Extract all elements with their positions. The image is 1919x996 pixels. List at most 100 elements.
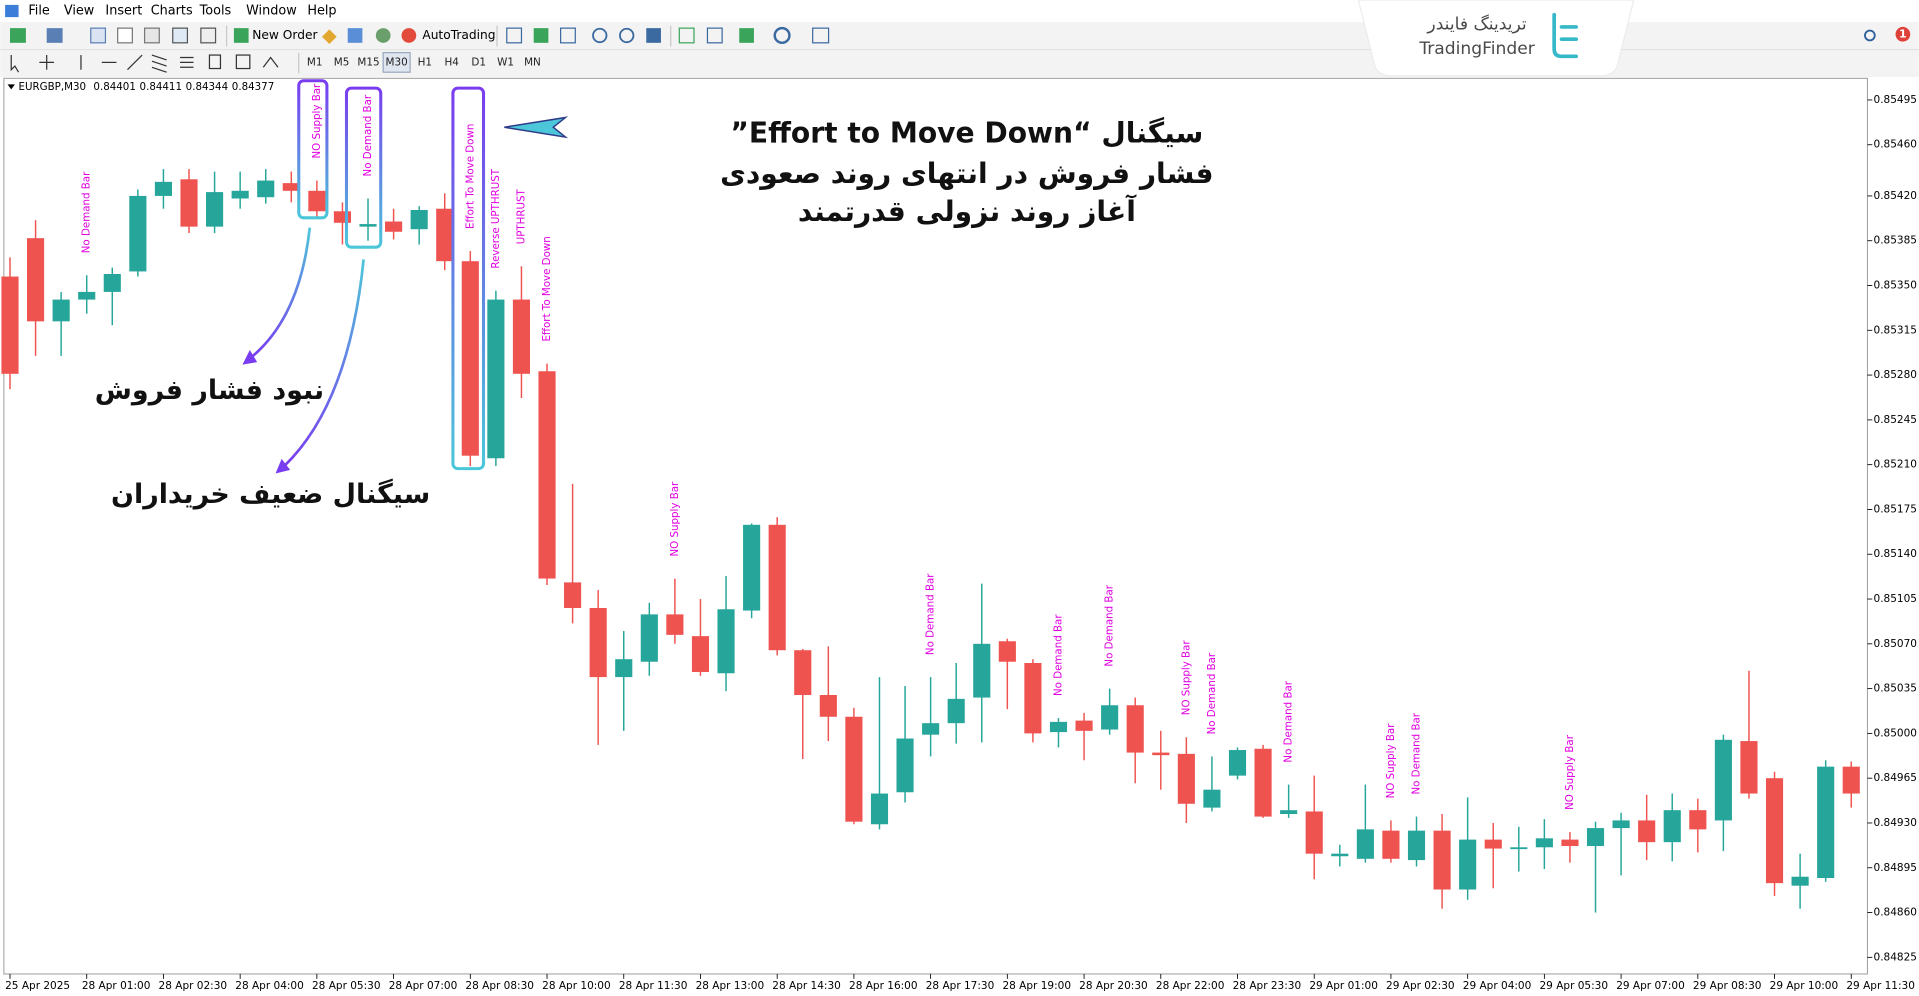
candle-body (1561, 839, 1579, 847)
timeframe-button[interactable]: M5 (334, 56, 350, 68)
x-tick-label: 28 Apr 20:30 (1079, 980, 1148, 992)
highlight-box (297, 79, 329, 220)
candle-body (819, 695, 837, 717)
tool-icon[interactable] (347, 28, 363, 43)
tool-icon[interactable] (90, 27, 107, 44)
curved-arrow (248, 227, 312, 360)
x-tick-label: 28 Apr 17:30 (926, 980, 995, 992)
candle-body (743, 524, 761, 611)
tool-icon[interactable] (646, 28, 661, 43)
candle-body (1177, 753, 1195, 804)
candle-body (308, 190, 326, 212)
signal-label: NO Supply Bar (669, 481, 681, 557)
candle-body (1510, 847, 1528, 850)
tool-icon[interactable] (180, 56, 194, 68)
timeframe-button[interactable]: H4 (444, 56, 459, 68)
menu-item[interactable]: Window (246, 4, 297, 19)
y-tick-label: 0.85140 (1874, 548, 1917, 560)
x-tick-label: 29 Apr 01:00 (1309, 980, 1378, 992)
timeframe-button[interactable]: M15 (357, 56, 379, 68)
candle-body (845, 716, 863, 822)
x-tick-label: 28 Apr 19:00 (1002, 980, 1071, 992)
y-tick-label: 0.85495 (1874, 94, 1917, 106)
tool-icon[interactable] (200, 27, 217, 44)
curved-arrowhead (275, 458, 291, 474)
signal-label: NO Supply Bar (1180, 640, 1192, 716)
tool-icon[interactable] (117, 27, 133, 44)
tool-icon[interactable] (533, 28, 549, 43)
signal-label: Reverse UPTHRUST (490, 168, 502, 268)
tool-icon[interactable] (46, 28, 63, 43)
tool-icon[interactable] (619, 27, 635, 44)
candle-body (257, 180, 275, 198)
tool-icon[interactable] (678, 27, 695, 44)
tool-icon[interactable] (375, 28, 391, 43)
tool-icon[interactable] (739, 28, 754, 43)
tool-icon[interactable] (262, 56, 279, 68)
tool-icon[interactable] (172, 27, 189, 44)
search-icon[interactable] (1864, 29, 1876, 42)
signal-label: NO Supply Bar (1385, 723, 1397, 799)
tool-icon[interactable] (235, 54, 251, 70)
tool-icon[interactable] (127, 54, 143, 71)
candle-body (359, 224, 377, 227)
tool-icon[interactable] (208, 54, 222, 70)
timeframe-button[interactable]: MN (524, 56, 541, 68)
timeframe-button[interactable]: D1 (471, 56, 486, 68)
timeframe-button[interactable]: M1 (307, 56, 323, 68)
x-tick-label: 29 Apr 11:30 (1846, 980, 1915, 992)
tool-icon[interactable] (233, 28, 249, 43)
candle-body (1663, 810, 1681, 843)
tool-icon[interactable] (401, 28, 417, 43)
candle-body (129, 195, 147, 272)
tool-icon[interactable] (506, 27, 523, 44)
tool-icon[interactable] (812, 27, 830, 44)
new-order-button[interactable]: New Order (252, 28, 318, 42)
candle-body (1689, 810, 1707, 830)
signal-label: No Demand Bar (1052, 614, 1064, 696)
annotation-label: نبود فشار فروش (95, 375, 324, 406)
candle-body (1280, 810, 1298, 815)
y-tick-label: 0.85350 (1874, 280, 1917, 292)
menu-item[interactable]: View (64, 4, 94, 19)
candle-body (640, 614, 658, 662)
candle-body (1075, 720, 1093, 731)
tool-icon[interactable] (10, 55, 20, 73)
notification-count: 1 (1899, 27, 1907, 40)
logo-panel (1357, 0, 1635, 77)
candle-body (282, 183, 300, 191)
timeframe-button[interactable]: W1 (497, 56, 514, 68)
menu-item[interactable]: Insert (105, 4, 142, 19)
tool-icon[interactable] (592, 27, 608, 44)
candle-body (947, 698, 965, 724)
tool-icon[interactable] (151, 54, 167, 73)
header-price: 0.84411 (140, 81, 182, 93)
notification-badge[interactable] (1895, 26, 1911, 42)
signal-label: UPTHRUST (515, 188, 527, 244)
timeframe-button[interactable]: M30 (386, 56, 408, 68)
menu-item[interactable]: Tools (199, 4, 232, 19)
signal-label: No Demand Bar (81, 171, 93, 253)
x-tick-label: 28 Apr 08:30 (465, 980, 534, 992)
tool-icon[interactable] (706, 27, 723, 44)
candle-body (922, 723, 940, 735)
timeframe-button[interactable]: H1 (418, 56, 432, 68)
header-price: 0.84344 (186, 81, 228, 93)
menu-item[interactable]: Charts (151, 4, 193, 19)
tool-icon[interactable] (39, 55, 55, 70)
tool-icon[interactable] (9, 28, 26, 43)
header-price: 0.84401 (93, 81, 135, 93)
x-tick-label: 28 Apr 16:00 (849, 980, 918, 992)
tool-icon[interactable] (559, 27, 576, 44)
candle-body (1535, 838, 1553, 848)
annotation-line: آغاز روند نزولی قدرتمند (798, 194, 1137, 228)
tool-icon[interactable] (143, 27, 160, 44)
autotrading-button[interactable]: AutoTrading (422, 28, 495, 42)
candle-body (1152, 752, 1170, 756)
menu-item[interactable]: Help (307, 4, 336, 19)
x-tick-label: 29 Apr 02:30 (1386, 980, 1455, 992)
tool-icon[interactable] (773, 26, 791, 45)
chart-layer: 0.85495 0.85460 0.85420 0.85385 0.85350 0.853… (1, 83, 1917, 992)
menu-item[interactable]: File (28, 4, 50, 19)
app-icon (5, 4, 19, 18)
